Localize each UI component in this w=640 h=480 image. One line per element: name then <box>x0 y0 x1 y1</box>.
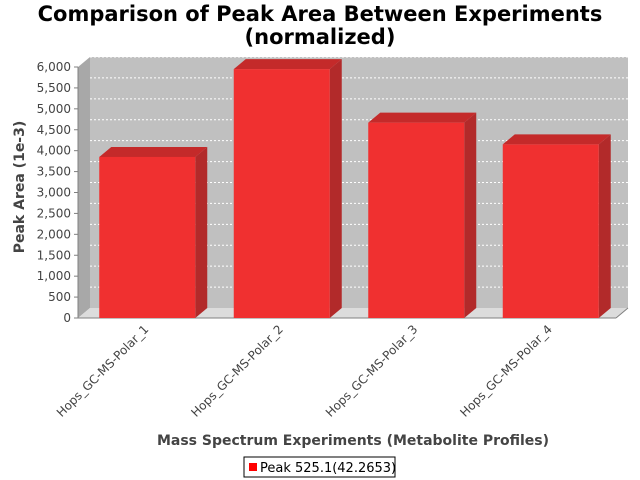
bar <box>368 122 465 318</box>
bar <box>502 144 599 318</box>
y-tick-label: 2,500 <box>37 206 71 220</box>
y-tick-label: 0 <box>63 311 71 325</box>
legend-swatch <box>249 463 257 471</box>
y-tick-label: 500 <box>48 290 71 304</box>
y-tick-label: 5,000 <box>37 102 71 116</box>
y-axis-label: Peak Area (1e-3) <box>12 121 28 254</box>
bar <box>99 156 196 318</box>
y-tick-label: 2,000 <box>37 227 71 241</box>
plot-left-wall <box>78 57 90 318</box>
floor-edge-line <box>615 307 629 319</box>
bar-top <box>233 59 342 70</box>
y-tick-label: 4,000 <box>37 144 71 158</box>
bar-side <box>195 146 208 318</box>
legend-label: Peak 525.1(42.2653) <box>260 461 396 476</box>
plot-floor <box>78 308 628 318</box>
y-tick-label: 6,000 <box>37 60 71 74</box>
bar-side <box>464 112 477 318</box>
y-axis-ticks: 0 500 1,000 1,500 2,000 2,500 3,000 3,500 4,000 4… <box>37 60 78 325</box>
legend-box <box>243 456 396 478</box>
x-axis-ticks: Hops_GC-MS-Polar_1 Hops_GC-MS-Polar_2 Hops… <box>54 322 555 420</box>
x-tick-label: Hops_GC-MS-Polar_3 <box>323 322 421 420</box>
bar-side <box>329 59 342 318</box>
chart-title: Comparison of Peak Area Between Experime… <box>38 2 603 26</box>
legend: Peak 525.1(42.2653) <box>243 456 396 478</box>
bar-top <box>99 146 208 157</box>
y-tick-label: 4,500 <box>37 123 71 137</box>
y-tick-label: 1,500 <box>37 248 71 262</box>
y-tick-label: 1,000 <box>37 269 71 283</box>
x-axis-label: Mass Spectrum Experiments (Metabolite Pr… <box>157 433 549 449</box>
x-tick-label: Hops_GC-MS-Polar_4 <box>457 322 555 420</box>
bars <box>99 59 611 318</box>
bar-top <box>368 112 477 123</box>
bar <box>233 69 330 318</box>
bar-side <box>598 134 611 318</box>
x-tick-label: Hops_GC-MS-Polar_1 <box>54 322 152 420</box>
y-tick-label: 5,500 <box>37 81 71 95</box>
bar-top <box>502 134 611 145</box>
y-tick-label: 3,000 <box>37 186 71 200</box>
y-tick-label: 3,500 <box>37 165 71 179</box>
x-tick-label: Hops_GC-MS-Polar_2 <box>188 322 286 420</box>
chart-subtitle: (normalized) <box>245 25 396 49</box>
